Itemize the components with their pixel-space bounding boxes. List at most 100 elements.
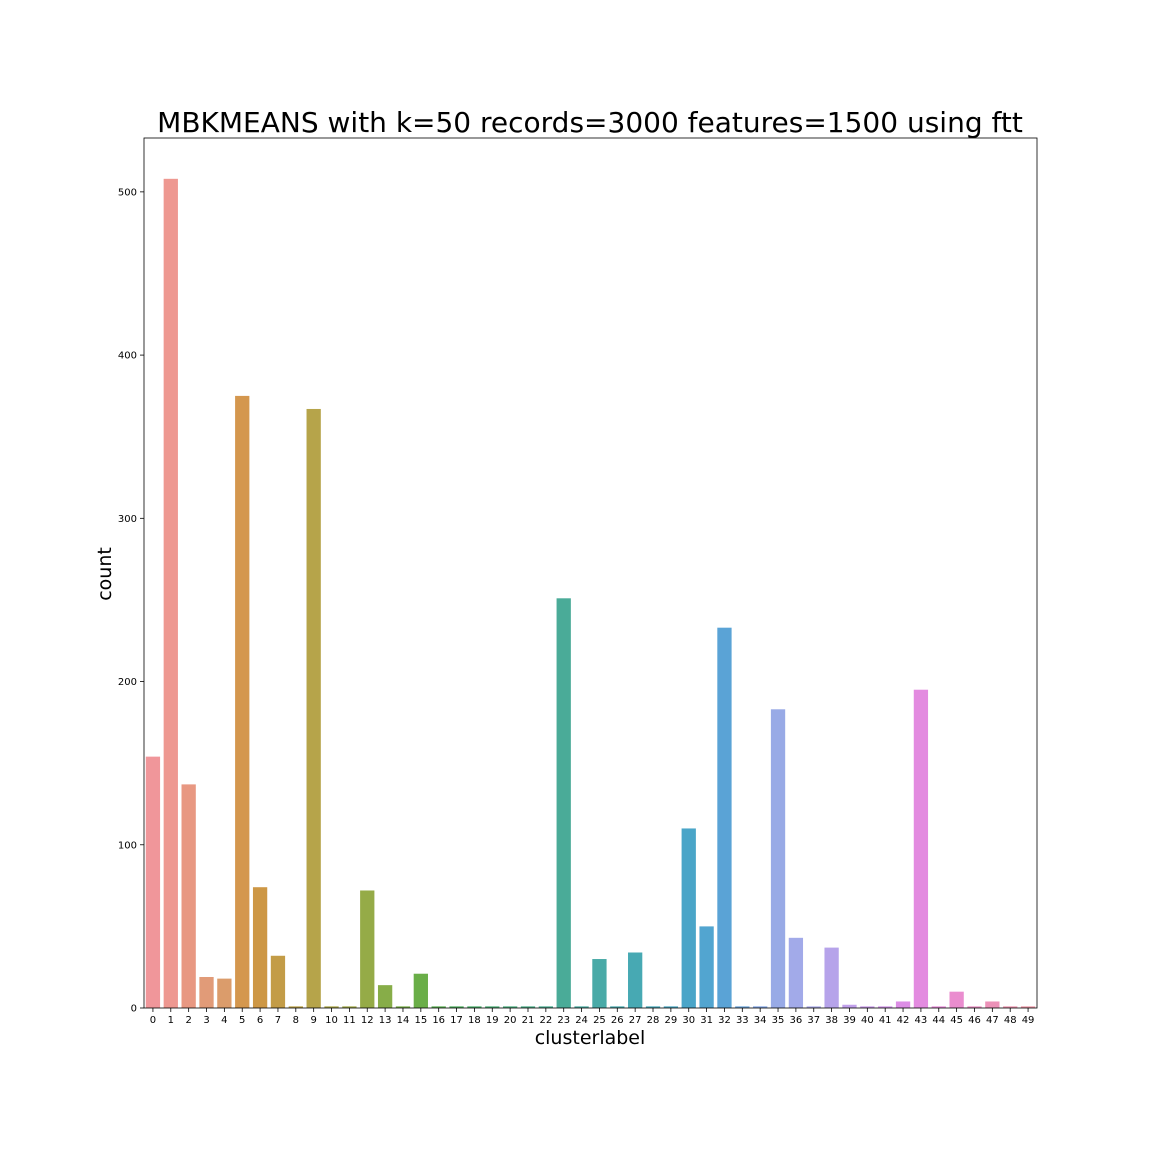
x-tick-label: 43 bbox=[915, 1015, 928, 1026]
x-tick-label: 29 bbox=[665, 1015, 678, 1026]
plot-frame bbox=[143, 137, 1038, 1009]
bar-11 bbox=[342, 1006, 357, 1008]
bar-41 bbox=[878, 1006, 893, 1008]
bar-38 bbox=[824, 947, 839, 1008]
x-tick-label: 26 bbox=[611, 1015, 624, 1026]
x-tick-label: 2 bbox=[185, 1015, 191, 1026]
x-tick-label: 39 bbox=[843, 1015, 856, 1026]
x-tick-label: 37 bbox=[807, 1015, 820, 1026]
bars-group bbox=[145, 178, 1036, 1009]
bar-35 bbox=[770, 709, 786, 1008]
bar-6 bbox=[252, 887, 268, 1008]
x-tick-label: 3 bbox=[203, 1015, 209, 1026]
bar-39 bbox=[842, 1004, 857, 1008]
x-axis: 0 1 2 3 4 5 6 7 8 9 10 11 12 13 14 15 16 17 18 19 20 21 22 23 24… bbox=[150, 1008, 1035, 1026]
bar-18 bbox=[467, 1006, 482, 1008]
bar-42 bbox=[895, 1001, 911, 1008]
bar-31 bbox=[699, 926, 714, 1008]
x-tick-label: 36 bbox=[790, 1015, 803, 1026]
y-tick-label: 100 bbox=[118, 840, 137, 851]
bar-17 bbox=[449, 1006, 464, 1008]
y-tick-label: 200 bbox=[118, 677, 137, 688]
x-tick-label: 30 bbox=[682, 1015, 695, 1026]
x-tick-label: 4 bbox=[221, 1015, 227, 1026]
x-tick-label: 8 bbox=[293, 1015, 299, 1026]
bar-22 bbox=[538, 1006, 553, 1008]
bar-25 bbox=[592, 959, 607, 1008]
chart-title: MBKMEANS with k=50 records=3000 features… bbox=[157, 106, 1023, 139]
bar-36 bbox=[788, 937, 804, 1008]
x-tick-label: 0 bbox=[150, 1015, 156, 1026]
bar-2 bbox=[181, 784, 196, 1008]
bar-3 bbox=[199, 976, 214, 1008]
x-tick-label: 18 bbox=[468, 1015, 481, 1026]
x-tick-label: 19 bbox=[486, 1015, 499, 1026]
x-tick-label: 24 bbox=[575, 1015, 588, 1026]
y-tick-label: 300 bbox=[118, 514, 137, 525]
bar-24 bbox=[574, 1006, 589, 1008]
bar-46 bbox=[967, 1006, 982, 1008]
bar-16 bbox=[431, 1006, 446, 1008]
bar-43 bbox=[913, 689, 929, 1008]
x-tick-label: 6 bbox=[257, 1015, 263, 1026]
x-tick-label: 1 bbox=[168, 1015, 174, 1026]
bar-1 bbox=[163, 178, 178, 1008]
y-tick-label: 0 bbox=[131, 1004, 137, 1015]
x-tick-label: 44 bbox=[932, 1015, 945, 1026]
x-tick-label: 16 bbox=[432, 1015, 445, 1026]
bar-23 bbox=[556, 598, 571, 1008]
x-tick-label: 17 bbox=[450, 1015, 463, 1026]
x-tick-label: 10 bbox=[325, 1015, 338, 1026]
x-tick-label: 48 bbox=[1004, 1015, 1017, 1026]
x-tick-label: 45 bbox=[950, 1015, 963, 1026]
x-tick-label: 34 bbox=[754, 1015, 767, 1026]
x-tick-label: 5 bbox=[239, 1015, 245, 1026]
x-tick-label: 14 bbox=[397, 1015, 410, 1026]
bar-20 bbox=[502, 1006, 518, 1008]
bar-0 bbox=[145, 756, 161, 1008]
bar-30 bbox=[681, 828, 696, 1008]
x-tick-label: 42 bbox=[897, 1015, 910, 1026]
x-axis-label: clusterlabel bbox=[535, 1027, 646, 1049]
bar-28 bbox=[645, 1006, 661, 1008]
bar-45 bbox=[949, 991, 964, 1008]
bar-27 bbox=[628, 952, 643, 1008]
bar-8 bbox=[288, 1006, 303, 1008]
bar-33 bbox=[735, 1006, 750, 1008]
x-tick-label: 49 bbox=[1022, 1015, 1035, 1026]
x-tick-label: 31 bbox=[700, 1015, 713, 1026]
x-tick-label: 33 bbox=[736, 1015, 749, 1026]
x-tick-label: 21 bbox=[522, 1015, 535, 1026]
y-axis: 0 100 200 300 400 500 bbox=[118, 187, 144, 1015]
bar-13 bbox=[377, 985, 393, 1008]
y-tick-label: 400 bbox=[118, 351, 137, 362]
bar-40 bbox=[860, 1006, 875, 1008]
x-tick-label: 20 bbox=[504, 1015, 517, 1026]
x-tick-label: 41 bbox=[879, 1015, 892, 1026]
bar-48 bbox=[1003, 1006, 1018, 1008]
bar-9 bbox=[306, 408, 321, 1009]
x-tick-label: 38 bbox=[825, 1015, 838, 1026]
bar-32 bbox=[717, 627, 732, 1008]
x-tick-label: 13 bbox=[379, 1015, 392, 1026]
bar-10 bbox=[324, 1006, 339, 1008]
x-tick-label: 23 bbox=[557, 1015, 570, 1026]
bar-19 bbox=[485, 1006, 500, 1008]
bar-5 bbox=[235, 395, 250, 1008]
bar-21 bbox=[520, 1006, 536, 1008]
x-tick-label: 28 bbox=[647, 1015, 660, 1026]
bar-14 bbox=[395, 1006, 411, 1008]
bar-49 bbox=[1020, 1006, 1036, 1008]
y-tick-label: 500 bbox=[118, 187, 137, 198]
x-tick-label: 22 bbox=[539, 1015, 552, 1026]
x-tick-label: 7 bbox=[275, 1015, 281, 1026]
x-tick-label: 40 bbox=[861, 1015, 874, 1026]
x-tick-label: 12 bbox=[361, 1015, 374, 1026]
bar-12 bbox=[360, 890, 375, 1008]
x-tick-label: 35 bbox=[772, 1015, 785, 1026]
bar-4 bbox=[217, 978, 232, 1008]
bar-47 bbox=[985, 1001, 1000, 1008]
bar-7 bbox=[270, 955, 286, 1008]
x-tick-label: 11 bbox=[343, 1015, 356, 1026]
